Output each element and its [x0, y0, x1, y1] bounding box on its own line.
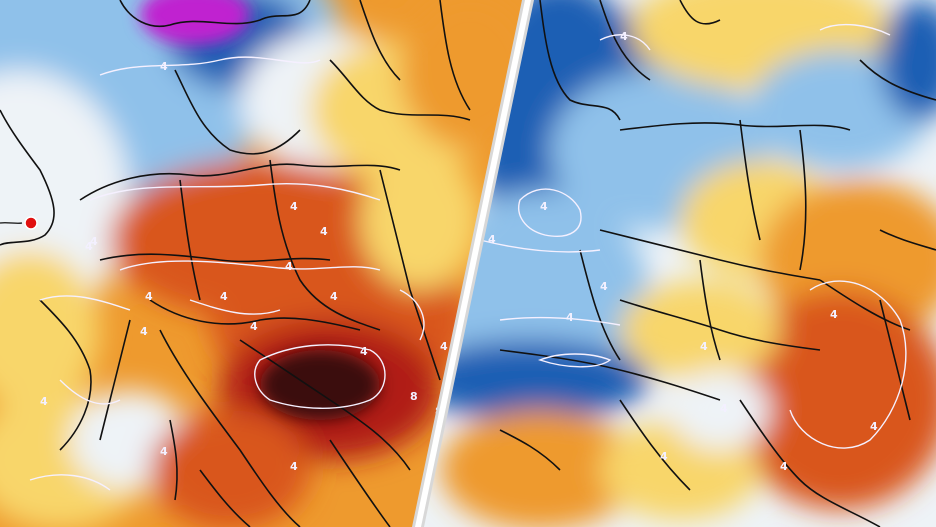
left-contour-labels: 4444444444444488844: [40, 60, 453, 473]
contour-label: 4: [540, 200, 548, 213]
right-map-panel: 4 4 4 4 4 4 4 4 4 4 4: [418, 0, 936, 527]
contour-label: 4: [600, 280, 608, 293]
right-contour-lines: [479, 23, 907, 449]
left-country-borders: [0, 0, 471, 527]
contour-label: 4: [145, 290, 153, 303]
contour-label: 4: [285, 260, 293, 273]
left-hotspot: [140, 0, 380, 420]
contour-label: 4: [90, 235, 98, 248]
contour-label: 4: [488, 233, 496, 246]
contour-label: 4: [290, 460, 298, 473]
contour-label: 4: [780, 460, 788, 473]
contour-label: 4: [40, 395, 48, 408]
contour-label: 4: [620, 30, 628, 43]
city-marker: [24, 216, 38, 230]
contour-label: 4: [140, 325, 148, 338]
contour-label: 4: [160, 60, 168, 73]
contour-label: 4: [360, 345, 368, 358]
contour-label: 4: [700, 340, 708, 353]
city-marker-connector: [0, 222, 23, 224]
contour-label: 4: [85, 240, 93, 253]
right-contour-labels: 4 4 4 4 4 4 4 4 4 4 4: [488, 30, 878, 473]
contour-label: 4: [720, 402, 728, 415]
contour-label: 4: [220, 290, 228, 303]
contour-label: 8: [410, 390, 418, 403]
contour-label: 4: [830, 308, 838, 321]
panel-divider-highlight: [415, 0, 531, 527]
right-country-borders: [499, 0, 936, 527]
right-color-field: [418, 0, 936, 527]
contour-label: 4: [290, 200, 298, 213]
left-contour-lines: [29, 56, 425, 491]
contour-label: 4: [250, 320, 258, 333]
contour-label: 4: [440, 340, 448, 353]
contour-label: 4: [870, 420, 878, 433]
contour-label: 4: [160, 445, 168, 458]
contour-label: 4: [320, 225, 328, 238]
contour-label: 4: [330, 290, 338, 303]
contour-label: 4: [566, 311, 574, 324]
contour-label: 4: [660, 450, 668, 463]
